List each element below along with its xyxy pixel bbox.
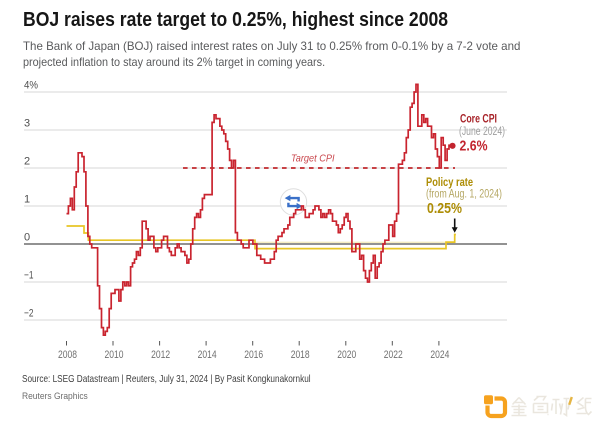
- svg-text:4%: 4%: [24, 80, 38, 92]
- svg-text:2022: 2022: [384, 349, 403, 361]
- svg-text:1: 1: [24, 194, 30, 206]
- svg-text:2008: 2008: [58, 349, 77, 361]
- svg-text:2010: 2010: [105, 349, 124, 361]
- svg-text:Policy rate: Policy rate: [426, 175, 473, 189]
- svg-text:0.25%: 0.25%: [427, 201, 462, 217]
- svg-text:2018: 2018: [291, 349, 310, 361]
- svg-text:2024: 2024: [430, 349, 449, 361]
- svg-text:2016: 2016: [244, 349, 263, 361]
- svg-text:−2: −2: [24, 308, 34, 320]
- svg-text:Core CPI: Core CPI: [460, 112, 497, 126]
- svg-text:−1: −1: [24, 270, 34, 282]
- svg-text:Target CPI: Target CPI: [291, 153, 335, 165]
- svg-text:3: 3: [24, 118, 30, 130]
- svg-text:2014: 2014: [198, 349, 217, 361]
- svg-text:0: 0: [24, 232, 30, 244]
- svg-text:2.6%: 2.6%: [460, 139, 488, 155]
- svg-text:2: 2: [24, 156, 30, 168]
- svg-text:(from Aug. 1, 2024): (from Aug. 1, 2024): [426, 189, 502, 201]
- svg-text:(June 2024): (June 2024): [459, 126, 505, 138]
- svg-text:2012: 2012: [151, 349, 170, 361]
- svg-text:2020: 2020: [337, 349, 356, 361]
